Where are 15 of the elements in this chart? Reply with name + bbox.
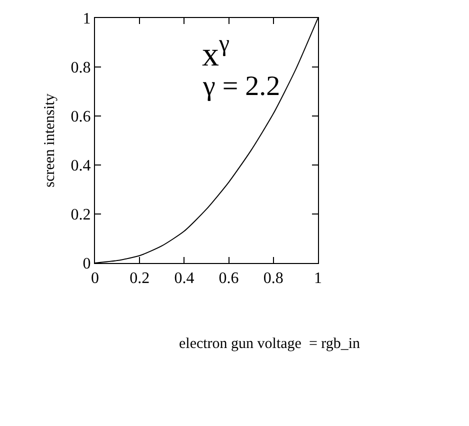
annotation: γ = 2.2	[202, 71, 280, 102]
x-tick-label: 0.2	[130, 270, 150, 288]
y-tick-label: 1	[82, 10, 91, 28]
x-tick-label: 0.8	[263, 270, 284, 288]
x-tick-label: 0.6	[218, 270, 239, 288]
y-tick-label: 0.6	[70, 108, 91, 126]
y-tick-label: 0	[82, 256, 91, 273]
annotation: x$^{γ}$	[202, 31, 230, 74]
y-tick-label: 0.8	[70, 60, 91, 77]
y-tick-label: 0.4	[70, 158, 91, 175]
y-axis-title: screen intensity	[42, 93, 58, 188]
x-axis-title: electron gun voltage = rgb_in	[179, 336, 361, 352]
y-tick-label: 0.2	[70, 206, 91, 224]
x-tick-label: 1	[314, 270, 322, 288]
x-tick-label: 0.4	[174, 270, 194, 288]
